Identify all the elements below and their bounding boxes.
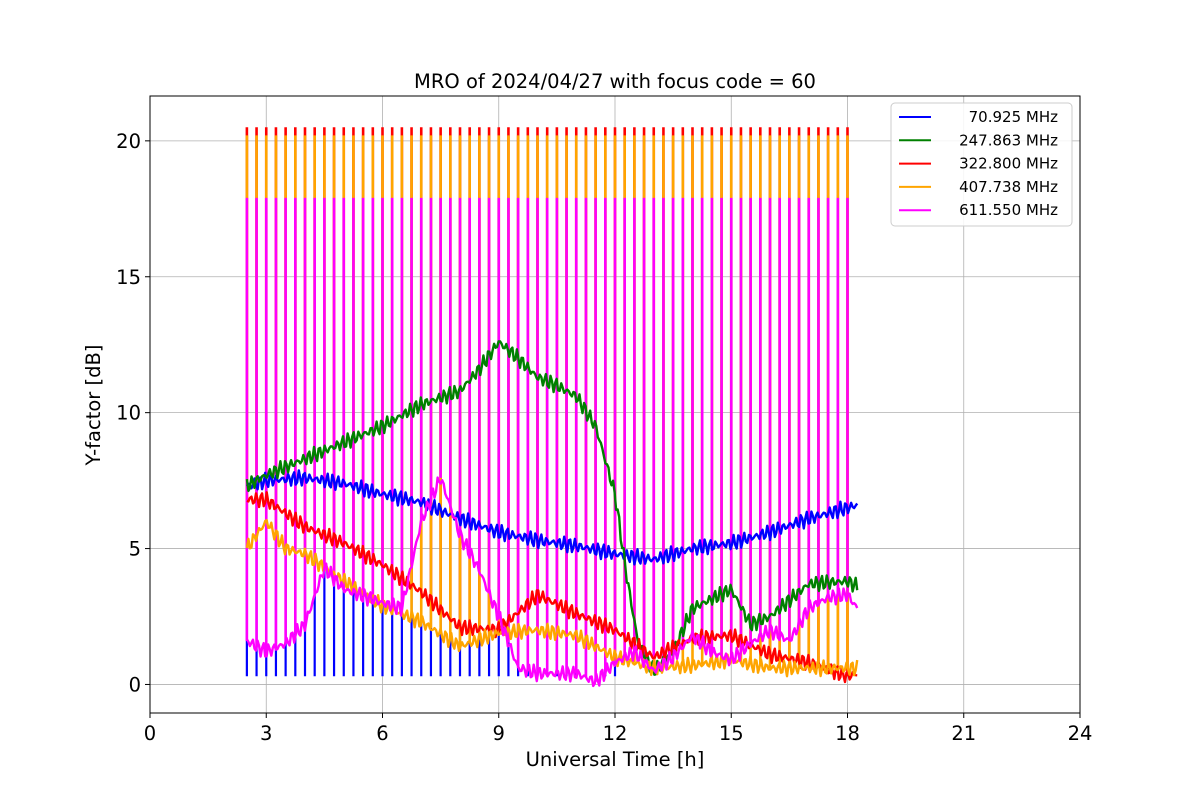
y-axis-ticks: 0 5 10 15 20 [116,130,150,696]
legend: 70.925 MHz 247.863 MHz 322.800 MHz 407.738 … [890,102,1073,227]
y-tick-label: 0 [129,673,141,696]
legend-label: 611.550 MHz [959,201,1058,219]
y-tick-label: 5 [129,538,141,561]
series-line-70-925-mhz [245,469,859,566]
chart-title: MRO of 2024/04/27 with focus code = 60 [414,70,816,93]
legend-label: 322.800 MHz [959,155,1058,173]
x-tick-label: 18 [835,722,860,745]
series-line-322-800-mhz [246,491,858,684]
x-tick-label: 15 [719,722,744,745]
legend-label: 70.925 MHz [969,108,1058,126]
y-axis-label: Y-factor [dB] [82,345,105,467]
x-tick-label: 0 [144,722,156,745]
legend-label: 407.738 MHz [959,178,1058,196]
y-tick-label: 20 [116,130,141,153]
legend-frame [890,102,1073,227]
legend-entry: 70.925 MHz [899,108,1058,126]
calibration-spikes [245,127,849,682]
series-lines [245,340,859,688]
x-tick-label: 3 [260,722,272,745]
x-tick-label: 6 [376,722,388,745]
series-line-247-863-mhz [245,340,859,676]
x-tick-label: 12 [603,722,628,745]
x-tick-label: 21 [951,722,976,745]
legend-entry: 407.738 MHz [899,178,1058,196]
series-line-611-550-mhz [245,476,859,688]
x-tick-label: 24 [1068,722,1093,745]
legend-entry: 611.550 MHz [899,201,1058,219]
series-line-407-738-mhz [245,519,859,678]
x-tick-label: 9 [493,722,505,745]
legend-label: 247.863 MHz [959,131,1058,149]
legend-entry: 247.863 MHz [899,131,1058,149]
legend-entry: 322.800 MHz [899,155,1058,173]
x-axis-label: Universal Time [h] [526,748,705,771]
y-tick-label: 15 [116,266,141,289]
y-tick-label: 10 [116,402,141,425]
x-axis-ticks: 0 3 6 9 12 15 18 21 24 [144,713,1093,745]
